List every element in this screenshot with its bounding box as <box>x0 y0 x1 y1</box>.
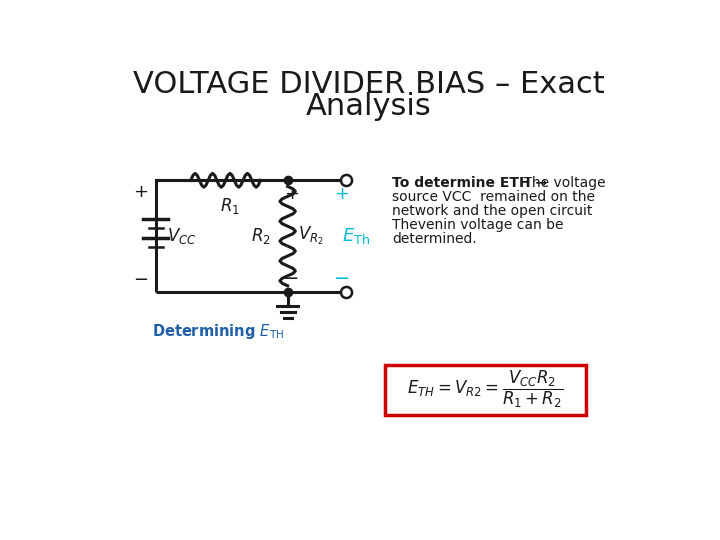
Text: +: + <box>334 185 349 203</box>
Text: +: + <box>284 185 299 203</box>
Text: −: − <box>333 268 350 288</box>
Text: Determining $E_{\mathrm{TH}}$: Determining $E_{\mathrm{TH}}$ <box>152 322 284 341</box>
Text: $R_1$: $R_1$ <box>220 195 240 215</box>
Text: $R_2$: $R_2$ <box>251 226 271 246</box>
Text: −: − <box>283 268 300 288</box>
Text: $V_{CC}$: $V_{CC}$ <box>167 226 197 246</box>
Text: To determine ETH →: To determine ETH → <box>392 177 547 191</box>
Text: $V_{R_2}$: $V_{R_2}$ <box>299 225 324 247</box>
FancyBboxPatch shape <box>384 364 586 415</box>
Text: network and the open circuit: network and the open circuit <box>392 204 593 218</box>
Text: determined.: determined. <box>392 232 477 246</box>
Text: −: − <box>132 272 148 289</box>
Text: Analysis: Analysis <box>306 92 432 121</box>
Text: $E_{\mathrm{Th}}$: $E_{\mathrm{Th}}$ <box>342 226 370 246</box>
Text: $E_{TH} = V_{R2} = \dfrac{V_{CC}R_2}{R_1 + R_2}$: $E_{TH} = V_{R2} = \dfrac{V_{CC}R_2}{R_1… <box>407 369 564 410</box>
Text: Thevenin voltage can be: Thevenin voltage can be <box>392 218 564 232</box>
Text: The voltage: The voltage <box>518 177 606 191</box>
Text: VOLTAGE DIVIDER BIAS – Exact: VOLTAGE DIVIDER BIAS – Exact <box>133 70 605 99</box>
Text: source VCC  remained on the: source VCC remained on the <box>392 190 595 204</box>
Text: +: + <box>133 183 148 201</box>
